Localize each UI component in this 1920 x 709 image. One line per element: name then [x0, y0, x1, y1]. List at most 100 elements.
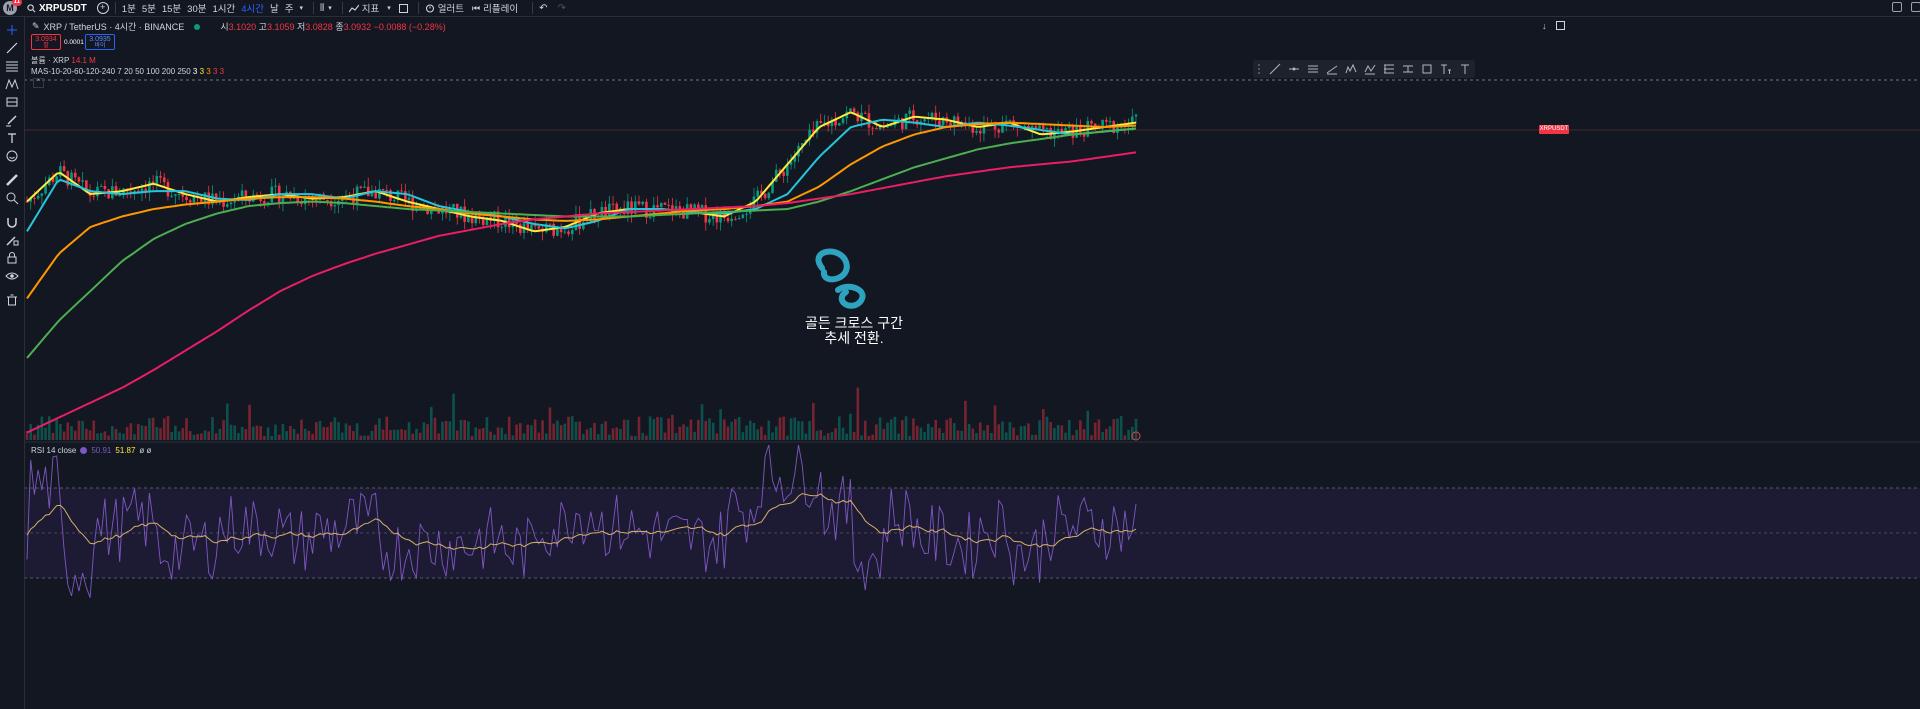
volume-bar: [40, 416, 44, 440]
fullscreen-icon[interactable]: [1556, 21, 1565, 30]
volume-bar: [1130, 426, 1134, 440]
volume-bar: [897, 433, 900, 440]
range-icon[interactable]: [1402, 63, 1414, 75]
ma-line-4: [26, 127, 1137, 359]
timeframe-1m[interactable]: 1분: [121, 4, 136, 15]
volume-bar: [251, 426, 255, 440]
text-icon[interactable]: [1459, 63, 1471, 75]
volume-bar: [1053, 427, 1056, 440]
volume-bar: [318, 420, 322, 440]
indicators-icon: [348, 4, 359, 12]
ray-icon[interactable]: [1269, 63, 1281, 75]
rectangle-icon[interactable]: [1421, 63, 1433, 75]
trash-icon[interactable]: [5, 293, 19, 307]
volume-bar: [856, 387, 860, 440]
text-size-icon[interactable]: [1440, 63, 1452, 75]
user-avatar[interactable]: M 11: [3, 0, 22, 15]
pitchfork-icon[interactable]: [1326, 63, 1338, 75]
buy-button[interactable]: 3.0935 바이: [85, 34, 115, 50]
candle: [44, 185, 47, 194]
volume-bar: [834, 428, 837, 440]
timeframe-4h[interactable]: 4시간: [241, 4, 265, 15]
drag-handle-icon[interactable]: [1258, 64, 1263, 74]
lock-icon[interactable]: [5, 251, 19, 265]
volume-bar: [240, 427, 244, 440]
redo-icon[interactable]: ↷: [557, 2, 566, 14]
ruler-icon[interactable]: [5, 173, 19, 187]
divider: [417, 2, 419, 14]
indicators-label: 지표: [361, 4, 380, 15]
timeframe-1d[interactable]: 날: [270, 4, 279, 15]
rsi-legend[interactable]: RSI 14 close 50.91 51.87 ø ø: [31, 446, 151, 455]
candle: [174, 194, 177, 196]
indicators-button[interactable]: 지표: [348, 1, 380, 15]
volume-bar: [355, 423, 359, 440]
volume-bar: [385, 416, 389, 440]
timeframe-1h[interactable]: 1시간: [212, 4, 236, 15]
window-square-icon[interactable]: [1911, 2, 1920, 12]
add-symbol-icon[interactable]: +: [96, 2, 109, 14]
hline-icon[interactable]: [1288, 63, 1300, 75]
magnet-icon[interactable]: [5, 215, 19, 229]
volume-bar: [808, 421, 811, 440]
chevron-down-icon[interactable]: ▾: [387, 5, 391, 12]
candle: [745, 213, 748, 215]
trendline-icon[interactable]: [5, 41, 19, 55]
cursor-icon[interactable]: [5, 23, 19, 37]
volume-bar: [1004, 432, 1008, 440]
zoom-icon[interactable]: [5, 191, 19, 205]
ma-legend[interactable]: MAS-10-20-60-120-240 7 20 50 100 200 250…: [31, 67, 225, 76]
lock-draw-icon[interactable]: [5, 233, 19, 247]
fib-icon[interactable]: [5, 59, 19, 73]
sell-button[interactable]: 3.0934 팔: [31, 34, 61, 50]
brush-icon[interactable]: [5, 113, 19, 127]
chevron-down-icon[interactable]: ▾: [328, 5, 332, 12]
volume-bar: [893, 416, 897, 440]
chevron-down-icon[interactable]: ▾: [299, 5, 304, 12]
volume-bar: [292, 428, 296, 440]
eye-icon[interactable]: [5, 269, 19, 283]
undo-icon[interactable]: ↶: [539, 2, 548, 14]
channel-icon[interactable]: [1307, 63, 1319, 75]
volume-bar: [819, 429, 823, 440]
candle: [530, 224, 533, 230]
volume-bar: [255, 425, 259, 440]
volume-bar: [455, 430, 459, 440]
fib-retracement-icon[interactable]: [1383, 63, 1395, 75]
text-icon[interactable]: [5, 131, 19, 145]
forecast-icon[interactable]: [5, 95, 19, 109]
timeframe-30m[interactable]: 30분: [187, 4, 207, 15]
volume-legend[interactable]: 볼륨 · XRP 14.1 M: [31, 56, 96, 65]
candle: [741, 214, 745, 218]
replay-button[interactable]: ⏮ 리플레이: [472, 1, 518, 16]
candle: [99, 186, 103, 188]
candle: [222, 199, 225, 207]
legend-title[interactable]: XRP / TetherUS · 4시간 · BINANCE: [43, 22, 185, 32]
window-maximize-icon[interactable]: [1892, 2, 1902, 12]
candle: [956, 116, 960, 125]
symbol-search[interactable]: XRPUSDT: [27, 3, 87, 14]
candle: [62, 166, 66, 171]
candle: [611, 203, 615, 205]
candle: [930, 112, 934, 119]
volume-bar: [544, 433, 548, 440]
candle: [392, 200, 396, 202]
rsi-settings-icon[interactable]: [80, 447, 88, 454]
candle: [852, 108, 856, 113]
annotation-text[interactable]: 골든 크로스 구간 추세 전환.: [790, 316, 918, 346]
emoji-icon[interactable]: [5, 149, 19, 163]
timeframe-5m[interactable]: 5분: [141, 4, 156, 15]
candle-type-icon[interactable]: ⫴: [320, 2, 325, 14]
elliott-icon[interactable]: [1345, 63, 1357, 75]
volume-bar: [741, 432, 745, 440]
timeframe-15m[interactable]: 15분: [161, 4, 182, 15]
layouts-icon[interactable]: [398, 3, 408, 13]
arrow-down-icon[interactable]: ↓: [1542, 21, 1547, 31]
collapse-legend-icon[interactable]: ⌃: [33, 78, 44, 88]
pattern-icon[interactable]: [5, 77, 19, 91]
timeframe-1w[interactable]: 주: [284, 4, 294, 15]
alert-button[interactable]: 얼러트: [425, 1, 464, 15]
candle: [715, 212, 719, 223]
abcd-icon[interactable]: [1364, 63, 1376, 75]
